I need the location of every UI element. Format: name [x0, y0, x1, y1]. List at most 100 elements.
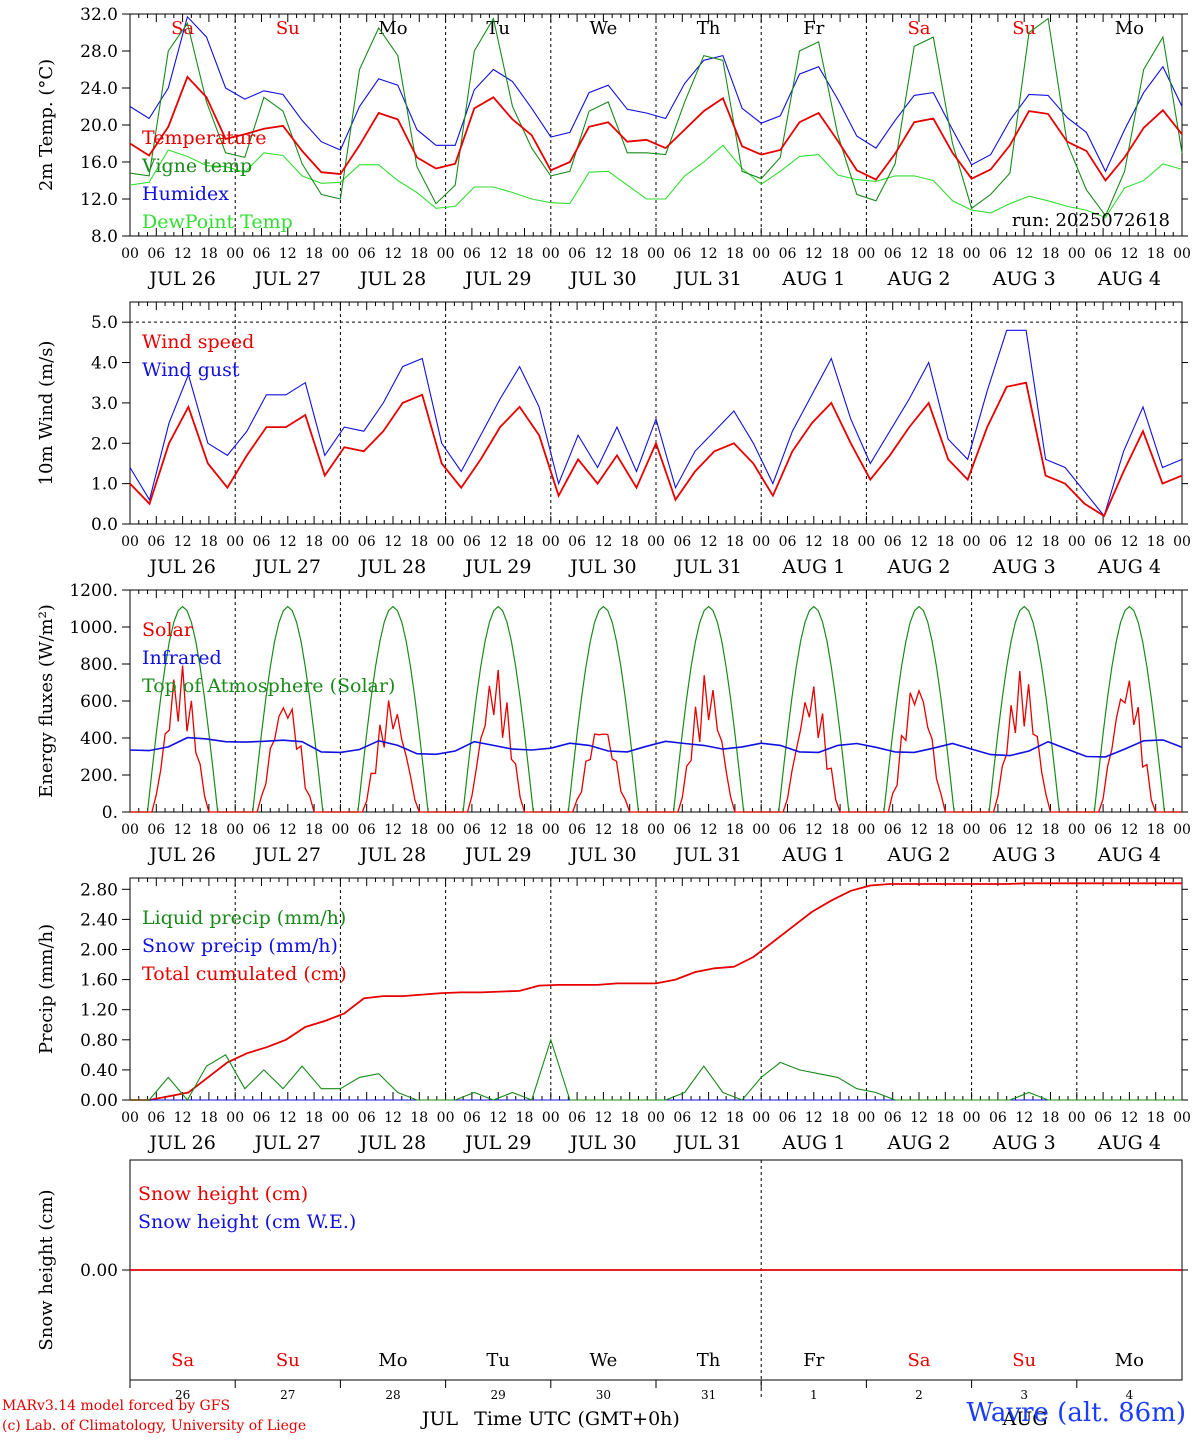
legend-entry: Vigne temp	[141, 155, 252, 177]
hour-tick-label: 00	[542, 1110, 560, 1126]
weekday-label: Mo	[378, 18, 407, 39]
panel-wind: 0.0 1.0 2.0 3.0 4.0 5.0 10m Wind (m/s) 00 06 12 18…	[36, 301, 1191, 578]
hour-tick-label: 18	[726, 822, 744, 838]
hour-tick-label: 12	[279, 1110, 297, 1126]
weekday-label: We	[590, 1350, 618, 1371]
y-tick-label: 1.60	[80, 971, 118, 991]
y-axis-label: Precip (mm/h)	[36, 924, 57, 1054]
hour-tick-label: 06	[253, 534, 271, 550]
hour-tick-label: 18	[936, 1110, 954, 1126]
hour-tick-label: 00	[331, 534, 349, 550]
weekday-label: Tu	[486, 18, 510, 39]
hour-tick-label: 12	[279, 534, 297, 550]
hour-tick-label: 06	[463, 1110, 481, 1126]
hour-tick-label: 12	[279, 822, 297, 838]
hour-tick-label: 00	[857, 822, 875, 838]
legend-entry: Liquid precip (mm/h)	[142, 907, 346, 929]
hour-tick-label: 00	[121, 534, 139, 550]
hour-tick-label: 06	[1094, 246, 1112, 262]
weekday-label: Th	[697, 1350, 721, 1371]
hour-tick-label: 06	[989, 1110, 1007, 1126]
y-tick-label: 1200.	[69, 581, 118, 601]
hour-tick-label: 12	[1015, 822, 1033, 838]
hour-tick-label: 00	[1068, 822, 1086, 838]
date-label: JUL 28	[358, 556, 426, 578]
hour-tick-label: 00	[1068, 246, 1086, 262]
hour-tick-label: 00	[437, 1110, 455, 1126]
day-number-label: 31	[701, 1388, 716, 1402]
date-label: AUG 3	[992, 556, 1056, 578]
hour-tick-label: 18	[200, 534, 218, 550]
hour-tick-label: 12	[910, 822, 928, 838]
hour-tick-label: 18	[621, 1110, 639, 1126]
hour-tick-label: 12	[384, 822, 402, 838]
day-number-label: 2	[915, 1388, 923, 1402]
panel-snow: 0.00 Snow height (cm) Sa 26 Su 27 Mo 28 Tu 29 We 30…	[36, 1159, 1188, 1430]
hour-tick-label: 00	[226, 1110, 244, 1126]
series-total-cumulated-cm-line	[130, 882, 1182, 1101]
date-label: JUL 26	[147, 844, 215, 866]
panel-temperature: 8.0 12.0 16.0 20.0 24.0 28.0 32.0 2m Temp. (°C)…	[36, 5, 1191, 290]
hour-tick-label: 00	[1173, 534, 1191, 550]
weekday-label: Fr	[803, 18, 824, 39]
hour-tick-label: 00	[121, 246, 139, 262]
hour-tick-label: 00	[1173, 1110, 1191, 1126]
legend-entry: Infrared	[142, 647, 222, 669]
weekday-label: Su	[276, 1350, 300, 1371]
y-tick-label: 3.0	[91, 394, 118, 414]
hour-tick-label: 06	[779, 1110, 797, 1126]
hour-tick-label: 06	[358, 534, 376, 550]
panel-energy: 0. 200. 400. 600. 800. 1000. 1200. Energy fluxe…	[36, 581, 1191, 866]
hour-tick-label: 12	[805, 1110, 823, 1126]
hour-tick-label: 00	[963, 534, 981, 550]
date-label: JUL 31	[673, 844, 741, 866]
hour-tick-label: 06	[1094, 822, 1112, 838]
hour-tick-label: 06	[989, 822, 1007, 838]
hour-tick-label: 06	[884, 534, 902, 550]
hour-tick-label: 18	[516, 534, 534, 550]
y-tick-label: 4.0	[91, 354, 118, 374]
legend-entry: Wind gust	[142, 359, 240, 381]
day-number-label: 29	[491, 1388, 506, 1402]
weekday-label: Sa	[171, 18, 194, 39]
date-label: JUL 29	[463, 1132, 531, 1154]
y-tick-label: 5.0	[91, 313, 118, 333]
weekday-label: Sa	[907, 1350, 930, 1371]
hour-tick-label: 18	[936, 822, 954, 838]
weekday-label: Su	[276, 18, 300, 39]
hour-tick-label: 06	[673, 822, 691, 838]
legend-entry: Solar	[142, 619, 194, 641]
hour-tick-label: 00	[963, 1110, 981, 1126]
hour-tick-label: 06	[358, 1110, 376, 1126]
legend-entry: Top of Atmosphere (Solar)	[142, 675, 395, 697]
date-label: AUG 4	[1097, 1132, 1161, 1154]
weekday-label: Fr	[803, 1350, 824, 1371]
hour-tick-label: 06	[253, 822, 271, 838]
station-name: Wavre (alt. 86m)	[966, 1398, 1186, 1428]
hour-tick-label: 18	[1147, 246, 1165, 262]
y-tick-label: 0.0	[91, 515, 118, 535]
hour-tick-label: 06	[673, 1110, 691, 1126]
panel-precip: 0.00 0.40 0.80 1.20 1.60 2.00 2.40 2.80 Precip (…	[36, 877, 1191, 1154]
hour-tick-label: 12	[805, 822, 823, 838]
hour-tick-label: 18	[1147, 822, 1165, 838]
date-label: AUG 1	[781, 844, 845, 866]
hour-tick-label: 18	[831, 822, 849, 838]
hour-tick-label: 00	[963, 822, 981, 838]
y-tick-label: 2.0	[91, 434, 118, 454]
date-label: AUG 2	[886, 556, 950, 578]
hour-tick-label: 00	[647, 246, 665, 262]
day-number-label: 27	[280, 1388, 295, 1402]
hour-tick-label: 06	[989, 534, 1007, 550]
hour-tick-label: 18	[410, 822, 428, 838]
hour-tick-label: 00	[542, 534, 560, 550]
hour-tick-label: 00	[1173, 246, 1191, 262]
hour-tick-label: 06	[568, 534, 586, 550]
y-axis-label: Energy fluxes (W/m²)	[36, 604, 57, 798]
y-tick-label: 32.0	[80, 5, 118, 25]
hour-tick-label: 12	[700, 246, 718, 262]
y-tick-label: 2.80	[80, 880, 118, 900]
y-axis-label: Snow height (cm)	[36, 1189, 57, 1350]
y-tick-label: 28.0	[80, 42, 118, 62]
legend-entry: Humidex	[142, 183, 229, 205]
